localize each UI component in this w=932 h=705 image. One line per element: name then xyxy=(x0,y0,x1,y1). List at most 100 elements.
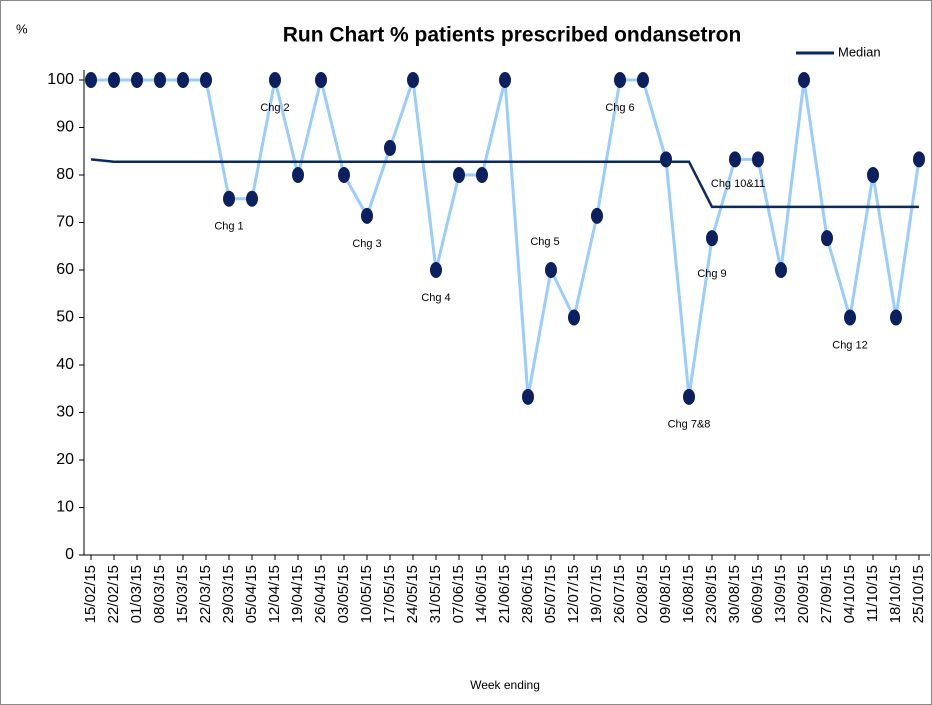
x-tick-label: 13/09/15 xyxy=(772,565,789,623)
data-point xyxy=(131,72,143,88)
x-axis-label: Week ending xyxy=(470,678,540,692)
data-point xyxy=(545,262,557,278)
data-point xyxy=(269,72,281,88)
x-tick-label: 29/03/15 xyxy=(220,565,237,623)
data-point xyxy=(890,309,902,326)
legend-label: Median xyxy=(838,44,881,59)
x-tick-label: 25/10/15 xyxy=(910,565,927,623)
x-tick-label: 22/03/15 xyxy=(197,565,214,623)
data-point xyxy=(683,388,695,405)
annotation: Chg 12 xyxy=(832,339,867,351)
y-tick-label: 30 xyxy=(56,404,74,421)
x-tick-label: 09/08/15 xyxy=(657,565,674,623)
data-point xyxy=(361,207,373,224)
y-tick-label: 60 xyxy=(56,261,74,278)
data-point xyxy=(729,151,741,168)
x-tick-label: 22/02/15 xyxy=(105,565,122,623)
data-point xyxy=(292,167,304,183)
data-point xyxy=(85,72,97,88)
data-point xyxy=(867,167,879,183)
x-tick-label: 10/05/15 xyxy=(358,565,375,623)
data-point xyxy=(706,230,718,247)
x-tick-label: 15/03/15 xyxy=(174,565,191,623)
x-tick-label: 05/07/15 xyxy=(542,565,559,623)
data-point xyxy=(246,190,258,207)
y-tick-label: 90 xyxy=(56,119,74,136)
data-point xyxy=(177,72,189,88)
x-tick-label: 28/06/15 xyxy=(519,565,536,623)
data-point xyxy=(614,72,626,88)
x-tick-label: 18/10/15 xyxy=(887,565,904,623)
x-tick-label: 08/03/15 xyxy=(151,565,168,623)
x-tick-label: 12/04/15 xyxy=(266,565,283,623)
annotation: Chg 10&11 xyxy=(711,178,765,190)
x-tick-label: 11/10/15 xyxy=(864,565,881,622)
x-tick-label: 19/07/15 xyxy=(588,565,605,623)
data-point xyxy=(752,151,764,168)
annotation: Chg 9 xyxy=(697,268,726,280)
data-point xyxy=(798,72,810,88)
annotation: Chg 1 xyxy=(214,221,243,233)
data-point xyxy=(637,72,649,88)
annotation: Chg 3 xyxy=(352,238,381,250)
y-tick-label: 10 xyxy=(56,499,74,516)
x-tick-label: 24/05/15 xyxy=(404,565,421,623)
data-point xyxy=(522,388,534,405)
x-tick-label: 05/04/15 xyxy=(243,565,260,623)
x-tick-label: 23/08/15 xyxy=(703,565,720,623)
x-tick-label: 07/06/15 xyxy=(450,565,467,623)
data-point xyxy=(844,309,856,326)
data-point xyxy=(223,190,235,207)
data-point xyxy=(568,309,580,326)
x-tick-label: 31/05/15 xyxy=(427,565,444,623)
x-tick-label: 21/06/15 xyxy=(496,565,513,623)
x-tick-label: 27/09/15 xyxy=(818,565,835,623)
data-point xyxy=(338,167,350,183)
y-tick-label: 20 xyxy=(56,451,74,468)
data-point xyxy=(476,167,488,183)
x-tick-label: 16/08/15 xyxy=(680,565,697,623)
data-point xyxy=(407,72,419,88)
x-tick-label: 06/09/15 xyxy=(749,565,766,623)
annotation: Chg 6 xyxy=(605,102,634,114)
median-line xyxy=(90,158,919,209)
y-axis-label: % xyxy=(16,21,28,36)
y-tick-label: 70 xyxy=(56,214,74,231)
data-point xyxy=(913,151,925,168)
y-tick-label: 80 xyxy=(56,166,74,183)
annotation: Chg 4 xyxy=(421,292,450,304)
x-tick-label: 15/02/15 xyxy=(82,565,99,623)
data-point xyxy=(200,72,212,88)
x-tick-label: 14/06/15 xyxy=(473,565,490,623)
data-point xyxy=(453,167,465,183)
y-tick-label: 50 xyxy=(56,309,74,326)
annotation: Chg 2 xyxy=(260,102,289,114)
data-point xyxy=(315,72,327,88)
x-tick-label: 12/07/15 xyxy=(565,565,582,623)
data-point xyxy=(384,139,396,156)
x-tick-label: 17/05/15 xyxy=(381,565,398,623)
y-tick-label: 0 xyxy=(65,546,74,563)
annotation: Chg 5 xyxy=(530,236,559,248)
x-tick-label: 02/08/15 xyxy=(634,565,651,623)
data-point xyxy=(660,151,672,168)
data-point xyxy=(108,72,120,88)
x-tick-label: 20/09/15 xyxy=(795,565,812,623)
data-point xyxy=(154,72,166,88)
data-point xyxy=(430,262,442,278)
x-tick-label: 01/03/15 xyxy=(128,565,145,623)
data-point xyxy=(775,262,787,278)
chart-title: Run Chart % patients prescribed ondanset… xyxy=(283,24,742,47)
x-tick-label: 19/04/15 xyxy=(289,565,306,623)
x-tick-label: 30/08/15 xyxy=(726,565,743,623)
y-tick-label: 40 xyxy=(56,356,74,373)
data-point xyxy=(821,230,833,247)
x-tick-label: 26/07/15 xyxy=(611,565,628,623)
x-tick-label: 04/10/15 xyxy=(841,565,858,623)
annotation: Chg 7&8 xyxy=(668,419,711,431)
data-point xyxy=(499,72,511,88)
x-tick-label: 26/04/15 xyxy=(312,565,329,623)
data-point xyxy=(591,207,603,224)
